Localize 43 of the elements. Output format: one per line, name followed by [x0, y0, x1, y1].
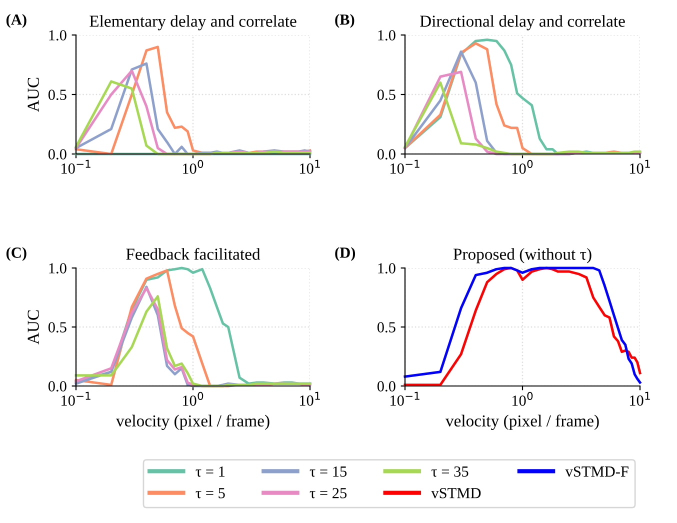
legend-label: τ = 35 — [432, 466, 468, 477]
x-tick-label: 10$^{0}$ — [182, 392, 204, 406]
x-tick-label: 10$^{0}$ — [512, 392, 533, 406]
x-tick-label: 10$^{−1}$ — [62, 160, 90, 174]
y-tick-label: 0.0 — [48, 381, 66, 392]
legend-label: τ = 1 — [196, 466, 225, 477]
y-tick-label: 0.0 — [377, 149, 396, 160]
x-tick-label: 10$^{1}$ — [630, 160, 650, 174]
x-tick-label: 10$^{−1}$ — [390, 160, 420, 174]
x-axis-title: velocity (pixel / frame) — [445, 414, 599, 430]
y-tick-label: 0.5 — [377, 322, 396, 333]
y-tick-label: 0.5 — [377, 90, 396, 100]
x-tick-label: 10$^{−1}$ — [390, 392, 420, 406]
text: (D) — [335, 247, 356, 261]
y-tick-label: 0.0 — [48, 149, 66, 160]
legend-label: τ = 5 — [196, 488, 225, 498]
y-axis-title: AUC — [28, 310, 39, 344]
x-tick-label: 10$^{1}$ — [300, 160, 320, 174]
x-tick-label: 10$^{0}$ — [182, 160, 204, 174]
y-tick-label: 0.5 — [48, 90, 66, 100]
x-tick-label: 10$^{−1}$ — [62, 392, 90, 406]
chart-title: Elementary delay and correlate — [90, 15, 296, 30]
legend-label: vSTMD — [431, 488, 481, 498]
legend-label: τ = 25 — [310, 488, 347, 498]
chart-title: Directional delay and correlate — [420, 15, 625, 30]
x-axis-title: velocity (pixel / frame) — [116, 414, 270, 430]
text: (A) — [6, 14, 26, 28]
y-tick-label: 1.0 — [378, 30, 396, 41]
y-tick-label: 1.0 — [378, 263, 396, 274]
x-tick-label: 10$^{1}$ — [300, 392, 320, 406]
y-tick-label: 0.0 — [377, 381, 396, 392]
text: (B) — [335, 14, 354, 28]
chart-title: Proposed (without τ) — [453, 248, 592, 264]
chart-title: Feedback facilitated — [126, 248, 260, 260]
y-tick-label: 0.5 — [48, 322, 66, 333]
x-tick-label: 10$^{1}$ — [630, 392, 650, 406]
y-axis-title: AUC — [28, 78, 39, 112]
text: (C) — [6, 247, 26, 261]
legend-label: vSTMD-F — [565, 466, 628, 477]
y-tick-label: 1.0 — [49, 263, 66, 274]
legend-label: τ = 15 — [310, 466, 347, 477]
x-tick-label: 10$^{0}$ — [512, 160, 533, 174]
y-tick-label: 1.0 — [49, 30, 66, 41]
